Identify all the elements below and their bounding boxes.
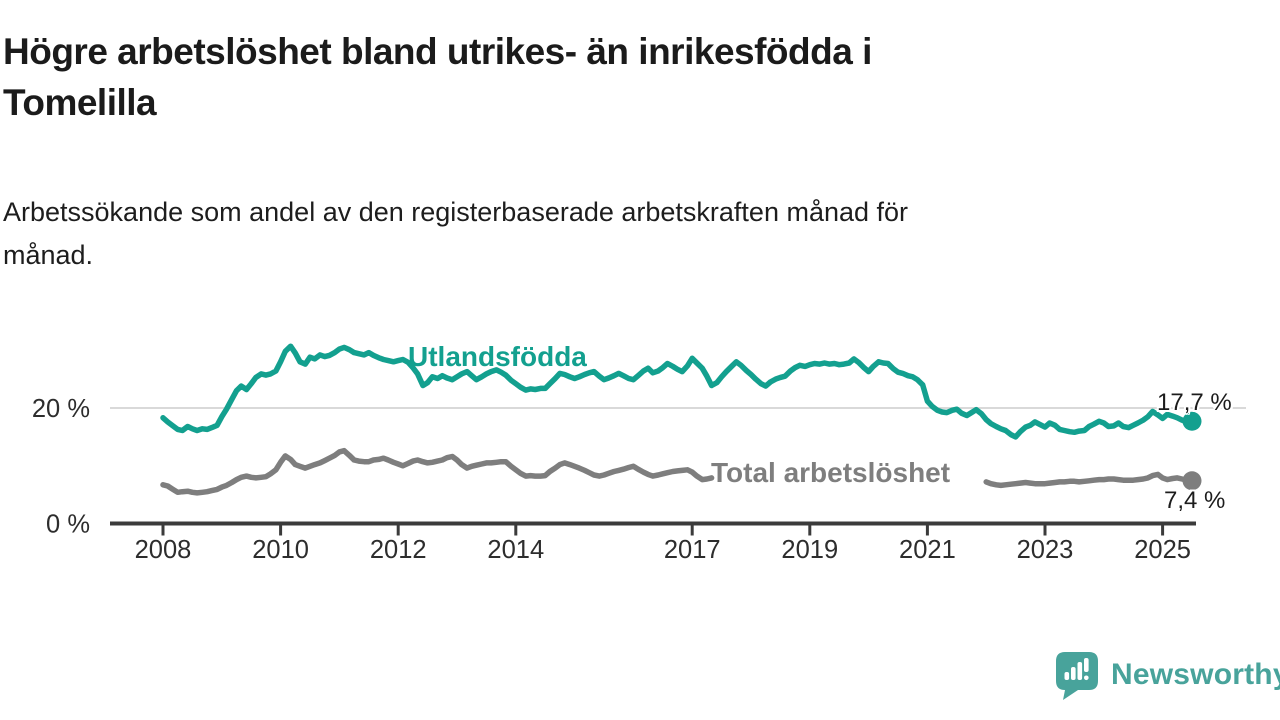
page-title: Högre arbetslöshet bland utrikes- än inr… (3, 26, 872, 128)
x-tick-label-2014: 2014 (487, 536, 544, 564)
end-value-label-utlandsfodda: 17,7 % (1157, 389, 1232, 416)
newsworthy-logo: Newsworthy (1054, 650, 1280, 700)
x-tick-label-2025: 2025 (1134, 536, 1191, 564)
series-line-0-seg0 (160, 343, 1195, 440)
series-end-dot-0 (1182, 411, 1202, 431)
series-label-total-arbetsloshet: Total arbetslöshet (711, 457, 951, 488)
series-label-utlandsfodda: Utlandsfödda (408, 341, 587, 372)
chart-subtitle-line1: Arbetssökande som andel av den registerb… (3, 197, 909, 227)
x-tick-label-2023: 2023 (1017, 536, 1074, 564)
page-title-line1: Högre arbetslöshet bland utrikes- än inr… (3, 31, 872, 72)
end-value-label-total: 7,4 % (1164, 487, 1226, 514)
y-tick-label-20 %: 20 % (32, 395, 90, 423)
x-tick-label-2019: 2019 (781, 536, 838, 564)
series-line-1-seg0 (160, 447, 715, 496)
x-tick-label-2021: 2021 (899, 536, 956, 564)
series-end-dot-1 (1182, 471, 1202, 491)
series-line-1-seg1 (983, 471, 1195, 489)
newsworthy-bubble-chart-icon (1056, 652, 1098, 700)
x-tick-label-2010: 2010 (252, 536, 309, 564)
x-tick-label-2012: 2012 (370, 536, 427, 564)
y-tick-label-0 %: 0 % (46, 511, 90, 539)
chart-subtitle-line2: månad. (3, 240, 94, 270)
page-title-line2: Tomelilla (3, 82, 157, 123)
x-tick-label-2008: 2008 (135, 536, 192, 564)
chart-subtitle: Arbetssökande som andel av den registerb… (3, 191, 908, 277)
newsworthy-wordmark: Newsworthy (1111, 658, 1280, 691)
x-tick-label-2017: 2017 (664, 536, 721, 564)
